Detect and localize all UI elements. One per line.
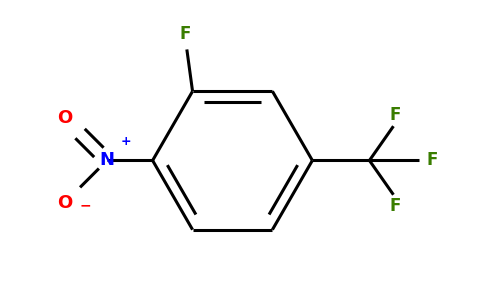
Text: F: F [426,152,438,169]
Text: F: F [179,25,191,43]
Text: N: N [99,152,114,169]
Text: O: O [57,194,72,212]
Text: O: O [57,109,72,127]
Text: F: F [390,197,401,215]
Text: F: F [390,106,401,124]
Text: +: + [121,135,131,148]
Text: −: − [79,198,91,212]
